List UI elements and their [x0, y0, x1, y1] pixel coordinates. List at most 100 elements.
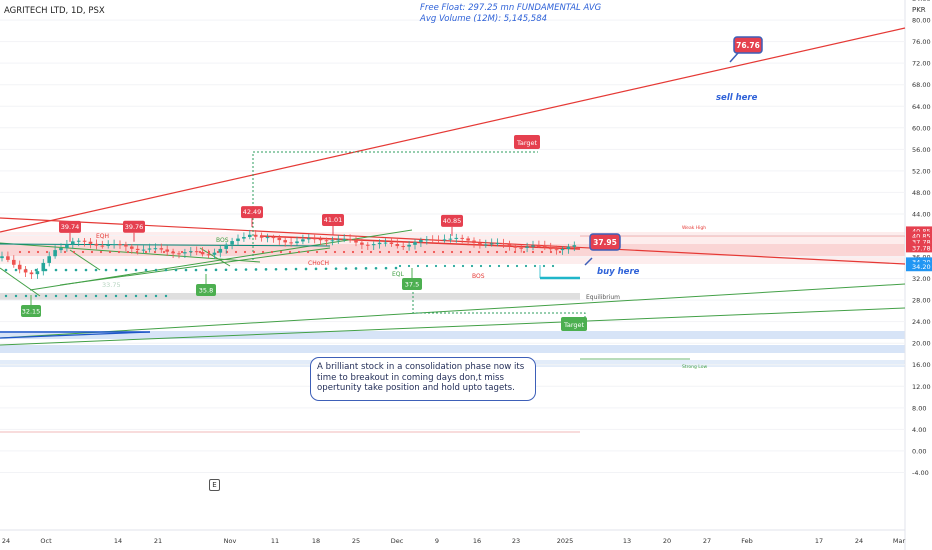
candle-body: [76, 240, 81, 242]
signal-dot: [551, 264, 555, 268]
y-tick-label: 52.00: [912, 167, 931, 175]
signal-dot: [441, 250, 445, 254]
y-tick-label: 76.00: [912, 38, 931, 46]
signal-dot: [54, 268, 58, 272]
analysis-note: A brilliant stock in a consolidation pha…: [310, 357, 536, 401]
candle-body: [0, 256, 4, 259]
candle-body: [242, 236, 246, 239]
signal-dot: [459, 250, 463, 254]
signal-dot: [369, 250, 373, 254]
candle-body: [265, 237, 270, 239]
free-float-text: Free Float: 297.25 mn FUNDAMENTAL AVG: [420, 3, 602, 13]
signal-dot: [184, 268, 188, 272]
y-tick-label: 28.00: [912, 297, 931, 305]
signal-dot: [154, 294, 158, 298]
y-tick-label: 44.00: [912, 210, 931, 218]
candle-body: [253, 234, 258, 237]
signal-dot: [344, 267, 348, 270]
signal-dot: [443, 264, 447, 268]
signal-dot: [297, 250, 301, 254]
x-tick-label: Mar: [893, 537, 906, 545]
candle-body: [318, 238, 323, 241]
candle-body: [401, 246, 405, 248]
candle-body: [330, 240, 335, 242]
x-tick-label: 24: [855, 537, 863, 545]
price-label: 37.78: [912, 238, 931, 246]
candle-body: [29, 272, 34, 275]
candle-body: [407, 244, 411, 247]
signal-dot: [524, 264, 528, 268]
candle-body: [289, 242, 293, 244]
pivot-low-box: [402, 278, 422, 290]
signal-dot: [495, 250, 499, 254]
y-tick-label: 0.00: [912, 447, 926, 455]
signal-dot: [214, 268, 218, 272]
signal-dot: [294, 267, 298, 271]
x-tick-label: 17: [815, 537, 823, 545]
candle-body: [413, 242, 417, 245]
signal-dot: [99, 250, 103, 254]
y-tick-label: 48.00: [912, 189, 931, 197]
candle-body: [41, 262, 46, 272]
symbol-title: AGRITECH LTD, 1D, PSX: [4, 6, 105, 16]
signal-dot: [164, 294, 168, 298]
signal-dot: [234, 268, 238, 271]
signal-dot: [477, 250, 481, 254]
candle-body: [301, 239, 305, 242]
candle-body: [135, 248, 140, 251]
candle-body: [295, 241, 299, 244]
candle-body: [259, 236, 264, 238]
signal-dot: [342, 250, 346, 254]
candle-body: [448, 238, 453, 240]
signal-dot: [27, 250, 31, 254]
candle-body: [489, 243, 494, 245]
x-tick-label: 23: [512, 537, 520, 545]
signal-dot: [180, 250, 184, 254]
candles: [0, 229, 577, 279]
signal-dot: [351, 250, 355, 254]
candle-body: [12, 259, 16, 265]
signal-dot: [4, 294, 8, 298]
signal-dot: [24, 294, 28, 298]
candle-body: [572, 245, 577, 247]
signal-dot: [394, 266, 398, 270]
current-price-bubble: 37.95: [584, 233, 621, 266]
candle-body: [525, 246, 529, 248]
candle-body: [425, 239, 429, 241]
price-label: 40.85: [912, 227, 931, 235]
label-bos-left: BOS: [216, 237, 229, 244]
signal-dot: [44, 268, 48, 272]
signal-dot: [423, 250, 427, 254]
pivot-high-box: [123, 220, 145, 233]
candle-body: [165, 249, 169, 252]
pivot-high-labels: 39.74 39.76 42.49 41.01 40.85: [59, 206, 463, 242]
green-line-a: [0, 242, 261, 263]
signal-dot: [34, 294, 38, 298]
green-line-c: [59, 247, 331, 286]
candle-body: [513, 246, 518, 248]
candle-body: [47, 256, 51, 263]
signal-dot: [479, 264, 483, 268]
signal-dot: [104, 268, 108, 272]
earnings-event-marker[interactable]: E: [209, 479, 220, 491]
signal-dot: [18, 250, 22, 254]
signal-dot: [252, 250, 256, 254]
signal-dot: [104, 294, 108, 298]
candle-body: [371, 244, 376, 246]
blue-line-2: [0, 331, 151, 339]
candle-body: [183, 252, 187, 254]
signal-dot: [84, 268, 88, 272]
signal-dot: [452, 264, 456, 268]
signal-dot: [425, 264, 429, 268]
candle-body: [17, 264, 22, 270]
candle-body: [277, 237, 282, 241]
candle-body: [35, 271, 40, 275]
target-up-projection: [252, 151, 538, 260]
candle-body: [324, 240, 329, 242]
signal-dot: [486, 250, 490, 254]
candle-body: [23, 269, 28, 273]
signal-dot: [72, 250, 76, 254]
x-tick-label: 24: [2, 537, 10, 545]
signal-dot: [334, 267, 338, 270]
